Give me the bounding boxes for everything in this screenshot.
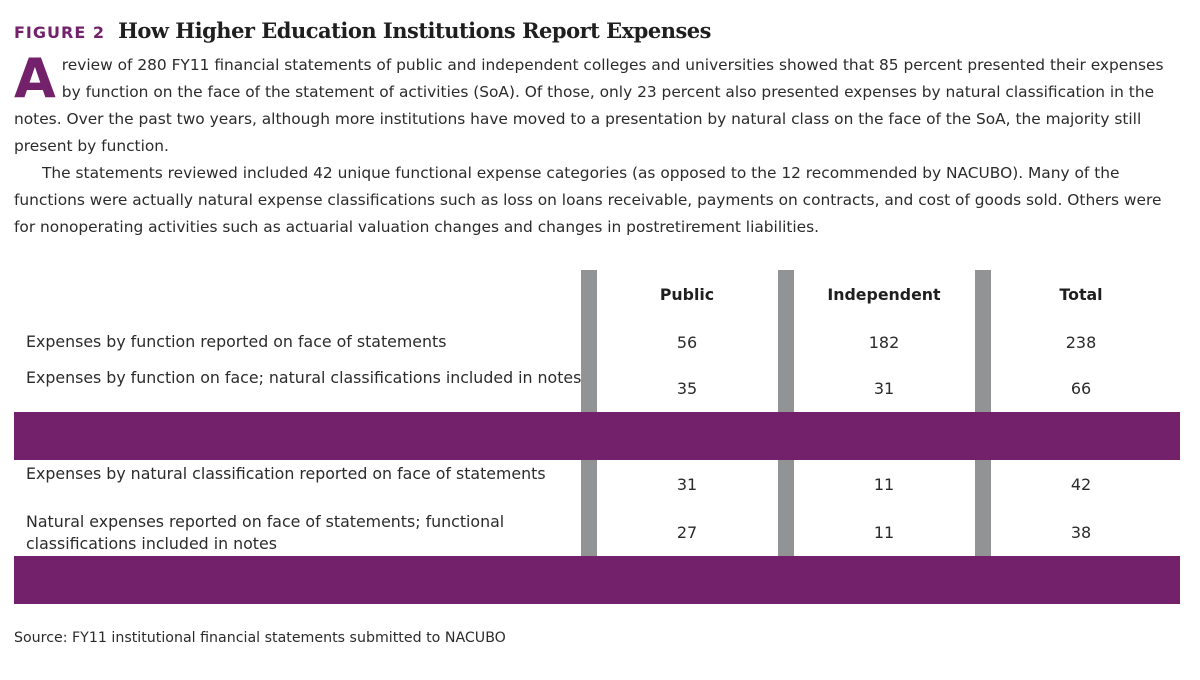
paragraph-1: A review of 280 FY11 financial statement… [14, 52, 1184, 160]
row-label: Natural expenses reported on face of sta… [26, 512, 505, 553]
table-row: Expenses by function on face; natural cl… [14, 364, 1180, 412]
header-public: Public [659, 285, 715, 304]
source-note: Source: FY11 institutional financial sta… [14, 630, 506, 646]
header-independent: Independent [827, 285, 941, 304]
cell-independent: 11 [873, 523, 895, 542]
row-label: Expenses by function reported on face of… [26, 332, 447, 351]
cell-total: 42 [1070, 475, 1092, 494]
cell-independent: 31 [873, 379, 895, 398]
figure-label: FIGURE 2 [14, 23, 105, 42]
header-total: Total [1059, 285, 1103, 304]
figure-title: How Higher Education Institutions Report… [118, 18, 711, 43]
cell-total: 66 [1070, 379, 1092, 398]
drop-cap: A [14, 47, 56, 110]
paragraph-2: The statements reviewed included 42 uniq… [14, 164, 1162, 236]
cell-public: 31 [676, 475, 698, 494]
row-label: Expenses by natural classification repor… [26, 464, 546, 483]
cell-independent: 182 [868, 333, 900, 352]
body-text: A review of 280 FY11 financial statement… [14, 52, 1184, 241]
section-band [14, 556, 1180, 604]
cell-public: 27 [676, 523, 698, 542]
cell-independent: 11 [873, 475, 895, 494]
cell-total: 238 [1065, 333, 1097, 352]
table-row: Natural expenses reported on face of sta… [14, 508, 1180, 556]
cell-public: 56 [676, 333, 698, 352]
table-row: Expenses by function reported on face of… [14, 318, 1180, 364]
cell-public: 35 [676, 379, 698, 398]
table-row: Expenses by natural classification repor… [14, 460, 1180, 508]
paragraph-1-text: review of 280 FY11 financial statements … [14, 56, 1164, 155]
figure-header: FIGURE 2 How Higher Education Institutio… [14, 18, 1194, 50]
cell-total: 38 [1070, 523, 1092, 542]
row-label: Expenses by function on face; natural cl… [26, 368, 582, 387]
expenses-table: Public Independent Total Expenses by fun… [14, 270, 1180, 604]
section-band [14, 412, 1180, 460]
